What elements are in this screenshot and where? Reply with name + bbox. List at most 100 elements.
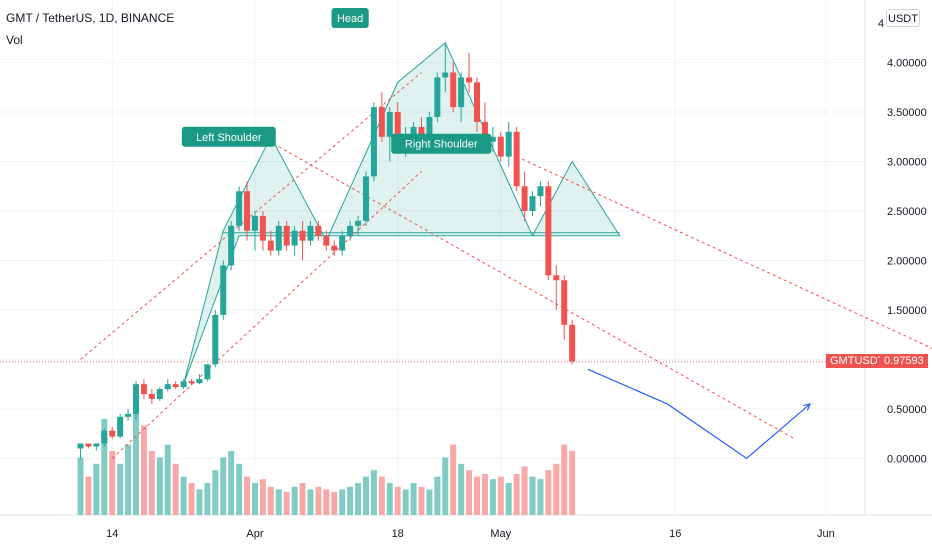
- candle-body: [173, 384, 179, 387]
- candle-body: [157, 389, 163, 399]
- pattern-label-text: Head: [337, 13, 363, 25]
- volume-bar: [141, 425, 147, 515]
- candle-body: [561, 280, 567, 325]
- volume-bar: [244, 477, 250, 515]
- volume-bar: [347, 487, 353, 515]
- volume-bar: [276, 489, 282, 515]
- candle-body: [133, 384, 139, 414]
- volume-indicator-label[interactable]: Vol: [6, 33, 23, 47]
- candle-body: [474, 82, 480, 122]
- volume-bar: [93, 464, 99, 515]
- volume-bar: [315, 487, 321, 515]
- volume-bar: [434, 477, 440, 515]
- volume-bar: [530, 477, 536, 515]
- candle-body: [284, 226, 290, 246]
- x-tick-label: 14: [106, 528, 118, 540]
- candle-body: [196, 379, 202, 383]
- y-tick-label-partial: 4: [878, 18, 884, 30]
- candle-body: [260, 216, 266, 241]
- candle-body: [522, 186, 528, 211]
- volume-bar: [514, 474, 520, 515]
- candle-body: [165, 384, 171, 389]
- candle-body: [355, 221, 361, 226]
- volume-bar: [307, 489, 313, 515]
- x-tick-label: 18: [392, 528, 404, 540]
- volume-bar: [323, 489, 329, 515]
- y-tick-label: 2.50000: [887, 206, 927, 218]
- candle-body: [379, 107, 385, 137]
- pattern-label-text: Left Shoulder: [196, 132, 262, 144]
- volume-bar: [498, 477, 504, 515]
- volume-bar: [212, 470, 218, 515]
- candle-body: [387, 112, 393, 137]
- price-axis[interactable]: 0.000000.500001.000001.500002.000002.500…: [878, 18, 927, 465]
- candle-body: [466, 77, 472, 82]
- volume-bar: [395, 487, 401, 515]
- currency-button[interactable]: USDT: [886, 9, 920, 27]
- projection-line: [588, 369, 810, 458]
- candle-body: [181, 381, 187, 387]
- channel-line: [279, 147, 794, 439]
- y-tick-label: 3.50000: [887, 107, 927, 119]
- volume-bar: [442, 457, 448, 515]
- candle-body: [276, 226, 282, 251]
- volume-bar: [284, 492, 290, 515]
- candle-body: [125, 414, 131, 417]
- candle-body: [450, 72, 456, 107]
- candle-body: [530, 196, 536, 211]
- candle-body: [371, 107, 377, 176]
- y-tick-label: 4.00000: [887, 58, 927, 70]
- volume-bar: [78, 457, 84, 515]
- volume-bar: [189, 483, 195, 515]
- volume-bar: [490, 479, 496, 515]
- candle-body: [569, 325, 575, 362]
- candle-body: [537, 186, 543, 196]
- volume-bar: [252, 483, 258, 515]
- candle-body: [85, 444, 91, 447]
- candle-body: [236, 191, 242, 226]
- volume-bar: [418, 487, 424, 515]
- volume-bar: [506, 483, 512, 515]
- candle-body: [292, 231, 298, 246]
- volume-bar: [363, 477, 369, 515]
- volume-bar: [466, 470, 472, 515]
- volume-bar: [545, 470, 551, 515]
- volume-bar: [458, 464, 464, 515]
- x-tick-label: Jun: [817, 528, 835, 540]
- candle-body: [347, 226, 353, 236]
- candle-body: [220, 265, 226, 314]
- candle-body: [545, 186, 551, 275]
- symbol-title[interactable]: GMT / TetherUS, 1D, BINANCE: [6, 11, 174, 25]
- volume-bar: [196, 489, 202, 515]
- volume-bar: [537, 479, 543, 515]
- candle-body: [307, 226, 313, 241]
- candle-body: [78, 444, 84, 449]
- y-tick-label: 1.50000: [887, 305, 927, 317]
- volume-bar: [85, 477, 91, 515]
- volume-bar: [165, 445, 171, 515]
- volume-bar: [331, 492, 337, 515]
- volume-bar: [268, 487, 274, 515]
- x-tick-label: Apr: [246, 528, 263, 540]
- volume-bar: [522, 466, 528, 515]
- y-tick-label: 2.00000: [887, 255, 927, 267]
- volume-bar: [157, 457, 163, 515]
- volume-bar: [387, 483, 393, 515]
- volume-bar: [411, 483, 417, 515]
- volume-bar: [474, 477, 480, 515]
- volume-bar: [482, 474, 488, 515]
- volume-bar: [371, 470, 377, 515]
- volume-bar: [260, 479, 266, 515]
- candle-body: [204, 364, 210, 379]
- volume-bar: [228, 451, 234, 515]
- candle-body: [228, 226, 234, 266]
- time-axis[interactable]: 14Apr18May16Jun13Jul: [106, 528, 932, 540]
- candle-body: [323, 236, 329, 246]
- volume-bar: [426, 489, 432, 515]
- projection-path: [588, 369, 810, 458]
- candle-body: [498, 137, 504, 157]
- volume-bar: [236, 464, 242, 515]
- y-tick-label: 0.50000: [887, 404, 927, 416]
